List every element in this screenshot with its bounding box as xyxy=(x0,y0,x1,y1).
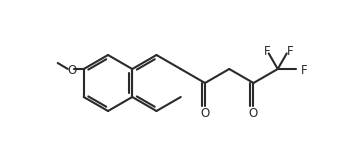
Text: F: F xyxy=(264,45,270,58)
Text: O: O xyxy=(67,64,76,77)
Text: O: O xyxy=(200,107,210,120)
Text: F: F xyxy=(301,64,307,77)
Text: O: O xyxy=(249,107,258,120)
Text: F: F xyxy=(286,45,293,58)
